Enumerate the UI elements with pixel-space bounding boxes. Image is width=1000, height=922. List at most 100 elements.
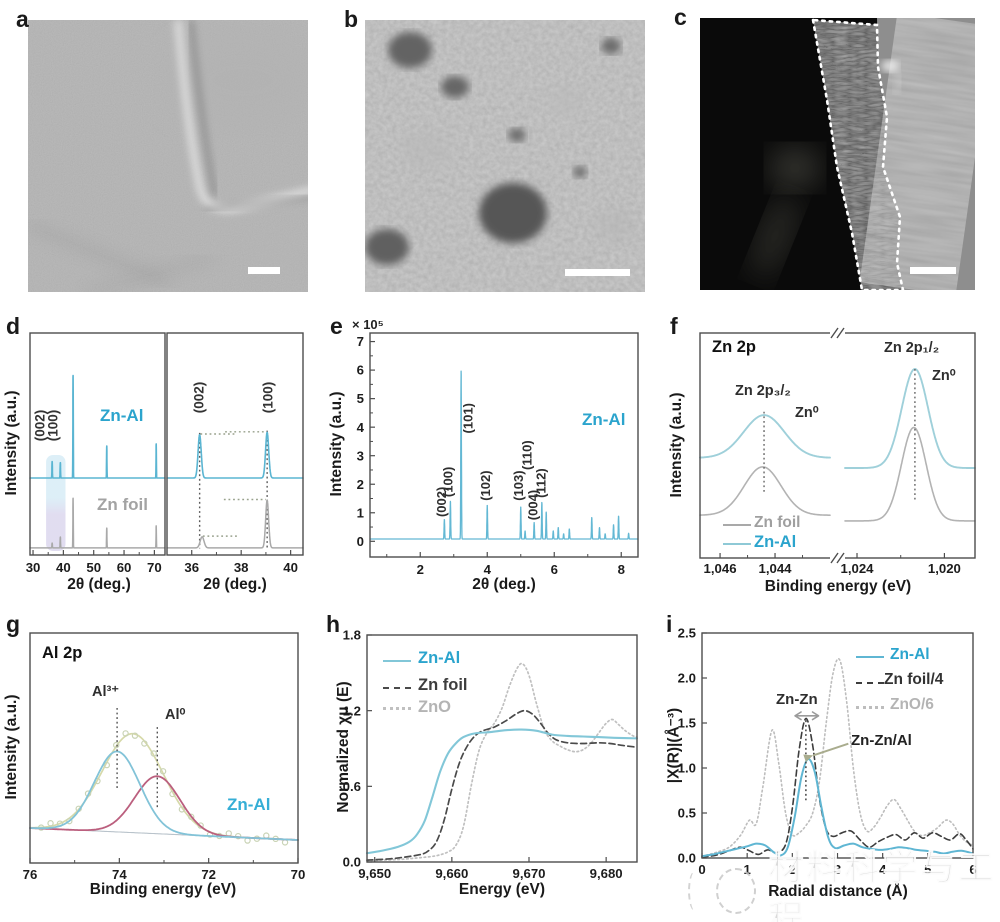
d-trace-znfoil-right — [166, 499, 304, 549]
y-tick-label: 2.0 — [678, 671, 696, 686]
f-label-zn2p12: Zn 2p₁/₂ — [884, 340, 940, 356]
h-x-axis-label: Energy (eV) — [458, 881, 546, 898]
y-tick-label: 2.5 — [678, 626, 696, 641]
h-legend-znal: Zn-Al — [418, 649, 461, 667]
d-left-peak-label-100: (100) — [45, 409, 61, 442]
panel-label-a: a — [16, 6, 29, 32]
h-trace-ZnO — [366, 662, 638, 862]
d-left-x-axis-label: 2θ (deg.) — [67, 576, 131, 593]
axis-break-mark — [830, 327, 839, 339]
g-data-point — [66, 817, 73, 825]
x-tick-label: 5 — [924, 862, 931, 877]
i-y-axis-label: |X(R)|(Å⁻³) — [665, 707, 683, 784]
panel-label-b: b — [344, 6, 359, 32]
h-legend-zno: ZnO — [418, 698, 451, 716]
x-tick-label: 4 — [484, 562, 492, 577]
panel-label-e: e — [330, 313, 343, 339]
axis-box — [29, 332, 166, 556]
i-arrowhead — [803, 754, 814, 763]
rotated-peak-label: (100) — [441, 467, 456, 497]
i-legend-line-znal — [856, 656, 884, 658]
x-tick-label: 70 — [147, 560, 162, 575]
h-legend-line-zno — [383, 707, 411, 710]
f-y-axis-label: Intensity (a.u.) — [668, 392, 685, 498]
f-legend-znfoil: Zn foil — [754, 514, 801, 531]
d-series-label-znal: Zn-Al — [100, 406, 144, 425]
h-trace-Zn-foil — [366, 709, 638, 861]
i-arrowhead — [811, 711, 820, 721]
y-tick-label: 0.0 — [678, 851, 696, 866]
d-trace-znal-right — [166, 431, 304, 479]
rotated-peak-label: (110) — [519, 440, 534, 470]
y-tick-label: 7 — [357, 334, 364, 349]
f-label-zn0-right: Zn⁰ — [932, 368, 956, 384]
panel-label-d: d — [6, 313, 21, 339]
g-data-point — [244, 837, 251, 844]
y-tick-label: 1.8 — [343, 628, 361, 643]
g-data-point — [113, 741, 120, 749]
y-tick-label: 0.0 — [343, 855, 361, 870]
g-data-point — [169, 790, 176, 798]
x-tick-label: 9,670 — [512, 866, 545, 881]
g-data-point — [131, 732, 139, 739]
x-tick-label: 36 — [184, 560, 199, 575]
d-right-peak-label-002: (002) — [191, 381, 207, 414]
h-y-axis-label: Normalized χμ (E) — [335, 681, 352, 813]
y-tick-label: 4 — [357, 420, 365, 435]
sem-c-dotted-outline — [811, 18, 905, 290]
g-data-point — [197, 822, 204, 829]
y-tick-label: 2 — [357, 477, 364, 492]
i-legend-line-znfoil4 — [856, 682, 884, 684]
g-data-point — [188, 813, 195, 821]
g-label-al3: Al³⁺ — [92, 684, 119, 700]
x-tick-label: 1,046 — [704, 561, 737, 576]
i-arrowhead — [794, 711, 802, 721]
g-title: Al 2p — [42, 644, 83, 662]
y-tick-label: 1.2 — [343, 703, 361, 718]
x-tick-label: 74 — [112, 867, 127, 882]
e-x-axis-label: 2θ (deg.) — [472, 576, 536, 593]
h-legend-line-znal — [383, 660, 411, 662]
x-tick-label: 40 — [283, 560, 298, 575]
sem-image-c — [700, 18, 975, 290]
x-tick-label: 1 — [743, 862, 750, 877]
g-data-point — [263, 832, 270, 839]
sem-image-a — [28, 20, 308, 292]
rotated-peak-label: (002) — [434, 487, 449, 517]
scale-bar-c — [910, 267, 956, 274]
x-tick-label: 4 — [879, 862, 887, 877]
x-tick-label: 0 — [698, 862, 705, 877]
axis-box — [369, 332, 639, 558]
panel-label-f: f — [670, 313, 678, 339]
h-legend-line-znfoil — [383, 687, 411, 689]
g-data-point — [47, 820, 54, 827]
i-legend-znfoil4: Zn foil/4 — [884, 671, 944, 688]
f-legend-line-znal — [723, 543, 751, 545]
x-tick-label: 1,024 — [841, 561, 875, 576]
axis-box — [701, 632, 974, 859]
f-label-zn2p32: Zn 2p₃/₂ — [735, 383, 791, 399]
x-tick-label: 9,660 — [435, 866, 468, 881]
i-znznal-arrow — [812, 742, 849, 757]
d-trace-znfoil-left — [29, 497, 166, 549]
e-series-label: Zn-Al — [582, 410, 626, 429]
axis-break-mark — [836, 552, 845, 564]
y-tick-label: 6 — [357, 363, 364, 378]
g-label-al0: Al⁰ — [165, 707, 186, 723]
x-tick-label: 76 — [23, 867, 38, 882]
y-tick-label: 0.6 — [343, 779, 361, 794]
rotated-peak-label: (102) — [478, 470, 493, 500]
axis-break-mark — [830, 552, 839, 564]
axis-break-mark — [836, 327, 845, 339]
g-series-label: Zn-Al — [227, 795, 271, 814]
f-trace-znfoil-right — [844, 426, 976, 522]
x-tick-label: 40 — [56, 560, 71, 575]
x-tick-label: 3 — [834, 862, 841, 877]
rotated-peak-label: (112) — [533, 468, 548, 498]
x-tick-label: 9,650 — [358, 866, 391, 881]
f-label-zn0-left: Zn⁰ — [795, 405, 819, 421]
panel-label-h: h — [326, 611, 341, 637]
y-tick-label: 5 — [357, 391, 364, 406]
